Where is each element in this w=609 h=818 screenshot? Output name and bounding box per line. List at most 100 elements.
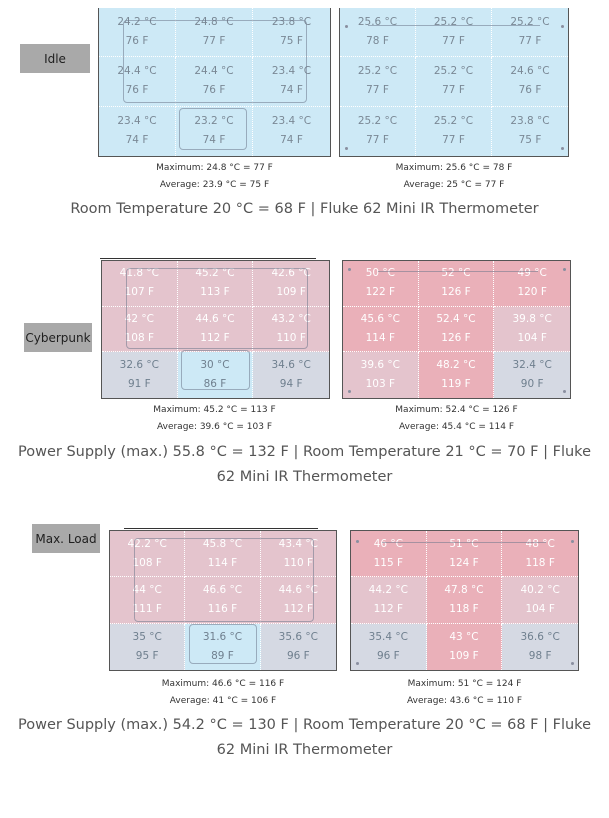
caption-line-1: Power Supply (max.) 55.8 °C = 132 F | Ro… [18,444,591,460]
temp-cell: 24.6 °C 76 F [492,57,568,107]
celsius-value: 24.4 °C [117,65,157,78]
celsius-value: 35 °C [132,630,162,643]
temp-cell: 43.2 °C 110 F [253,306,329,353]
mode-label-idle: Idle [20,44,90,73]
panel-frame [350,530,579,671]
temp-cell: 47.8 °C 118 F [426,577,503,624]
stats-cyberpunk-bottom: Maximum: 52.4 °C = 126 F Average: 45.4 °… [342,402,571,436]
fahrenheit-value: 78 F [366,35,389,48]
fahrenheit-value: 116 F [207,602,238,615]
temp-cell: 48 °C 118 F [502,531,578,578]
celsius-value: 35.4 °C [368,630,408,643]
temp-cell: 42.2 °C 108 F [110,531,186,578]
celsius-value: 35.6 °C [278,630,318,643]
fahrenheit-value: 76 F [202,84,226,97]
celsius-value: 48 °C [525,537,555,550]
temp-cell: 49 °C 120 F [494,261,570,307]
fahrenheit-value: 76 F [125,84,149,97]
temp-cell: 30 °C 86 F [177,352,254,398]
temp-cell: 23.2 °C 74 F [176,106,253,156]
temp-cell: 46 °C 115 F [351,531,427,578]
fahrenheit-value: 113 F [200,286,230,299]
fahrenheit-value: 96 F [376,649,400,662]
mode-label-max-load: Max. Load [32,524,100,553]
average-text: Average: 39.6 °C = 103 F [156,422,272,432]
caption-line-1: Power Supply (max.) 54.2 °C = 130 F | Ro… [18,717,591,733]
celsius-value: 25.2 °C [433,16,474,29]
fahrenheit-value: 77 F [518,35,542,48]
fahrenheit-value: 107 F [124,286,155,299]
temp-cell: 48.2 °C 119 F [418,352,495,398]
celsius-value: 43.4 °C [278,537,318,550]
fahrenheit-value: 108 F [124,331,155,344]
temp-cell: 32.6 °C 91 F [102,352,178,398]
celsius-value: 45.2 °C [195,267,235,280]
temp-cell: 36.6 °C 98 F [502,623,578,670]
heat-grid: 42.2 °C 108 F 45.8 °C 114 F 43.4 °C 110 F 44 °… [110,531,336,670]
temp-cell: 23.4 °C 74 F [253,57,330,107]
temp-cell: 24.8 °C 77 F [176,8,253,58]
temp-cell: 44.6 °C 112 F [260,577,336,624]
celsius-value: 42 °C [124,312,154,325]
temp-cell: 23.4 °C 74 F [99,106,176,156]
temp-cell: 45.8 °C 114 F [185,531,261,578]
temp-cell: 50 °C 122 F [343,261,419,307]
average-text: Average: 23.9 °C = 75 F [159,180,270,190]
heat-grid: 46 °C 115 F 51 °C 124 F 48 °C 118 F 44.2 °C 112… [351,531,578,670]
temp-cell: 24.2 °C 76 F [99,8,176,58]
temp-cell: 52 °C 126 F [418,261,495,307]
fahrenheit-value: 77 F [442,35,465,48]
temp-cell: 35.6 °C 96 F [260,623,336,670]
fahrenheit-value: 126 F [441,286,471,299]
temp-cell: 52.4 °C 126 F [418,306,495,353]
fahrenheit-value: 104 F [525,602,555,615]
celsius-value: 23.4 °C [271,115,312,128]
temp-cell: 51 °C 124 F [426,531,503,578]
fahrenheit-value: 77 F [442,84,465,97]
temp-cell: 40.2 °C 104 F [502,577,578,624]
fahrenheit-value: 89 F [211,649,234,662]
celsius-value: 36.6 °C [520,630,560,643]
fahrenheit-value: 120 F [517,286,547,299]
temp-cell: 39.6 °C 103 F [343,352,419,398]
celsius-value: 39.6 °C [360,359,400,372]
temp-cell: 31.6 °C 89 F [185,623,261,670]
temp-cell: 44 °C 111 F [110,577,186,624]
celsius-value: 23.4 °C [117,115,157,128]
temp-cell: 44.6 °C 112 F [177,306,254,353]
celsius-value: 32.6 °C [119,359,159,372]
fahrenheit-value: 74 F [280,84,303,97]
celsius-value: 23.8 °C [510,115,550,128]
fahrenheit-value: 96 F [286,649,310,662]
average-text: Average: 43.6 °C = 110 F [406,696,522,706]
fahrenheit-value: 124 F [449,556,479,569]
panel-frame [342,260,571,399]
temp-cell: 25.2 °C 77 F [416,8,492,58]
average-text: Average: 25 °C = 77 F [403,180,505,190]
fahrenheit-value: 75 F [280,35,303,48]
heat-grid: 25.6 °C 78 F 25.2 °C 77 F 25.2 °C 77 F 25.2 °C… [340,8,568,156]
fahrenheit-value: 98 F [528,649,552,662]
fahrenheit-value: 77 F [366,134,389,147]
caption-cyberpunk: Power Supply (max.) 55.8 °C = 132 F | Ro… [0,440,609,490]
celsius-value: 41.8 °C [119,267,159,280]
celsius-value: 46.6 °C [202,583,243,596]
average-text: Average: 45.4 °C = 114 F [398,422,514,432]
celsius-value: 30 °C [200,359,230,372]
celsius-value: 25.2 °C [433,115,474,128]
temp-cell: 25.2 °C 77 F [340,57,416,107]
temp-cell: 25.2 °C 77 F [492,8,568,58]
celsius-value: 25.2 °C [510,16,550,29]
stats-idle-top: Maximum: 24.8 °C = 77 F Average: 23.9 °C… [99,160,330,194]
temp-cell: 34.6 °C 94 F [253,352,329,398]
temp-cell: 43 °C 109 F [426,623,503,670]
fahrenheit-value: 115 F [373,556,404,569]
fahrenheit-value: 126 F [441,331,471,344]
caption-idle: Room Temperature 20 °C = 68 F | Fluke 62… [70,201,539,217]
celsius-value: 44.6 °C [195,312,235,325]
celsius-value: 23.4 °C [271,65,312,78]
celsius-value: 52 °C [441,267,471,280]
temp-cell: 44.2 °C 112 F [351,577,427,624]
temp-cell: 39.8 °C 104 F [494,306,570,353]
fahrenheit-value: 74 F [280,134,303,147]
